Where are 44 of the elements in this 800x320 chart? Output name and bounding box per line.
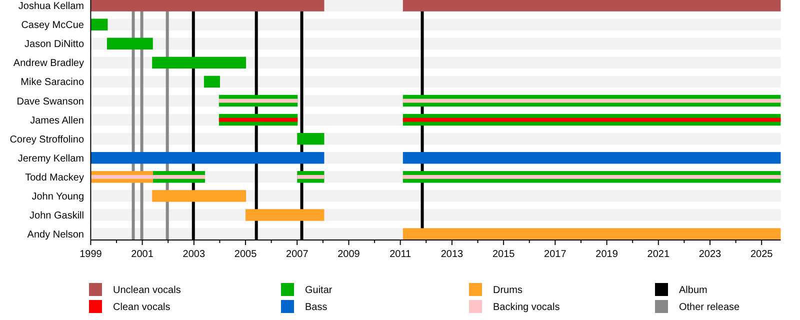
legend-label: Bass bbox=[305, 302, 328, 313]
x-tick-label: 2023 bbox=[698, 249, 722, 260]
y-tick-label: Joshua Kellam bbox=[18, 1, 84, 12]
bar bbox=[106, 38, 153, 50]
y-tick-label: Dave Swanson bbox=[16, 96, 84, 108]
x-tick-label: 2007 bbox=[286, 249, 309, 260]
bar bbox=[152, 190, 246, 202]
bar bbox=[90, 174, 206, 179]
y-tick-label: John Gaskill bbox=[30, 210, 84, 222]
y-tick-label: James Allen bbox=[30, 115, 84, 126]
legend-label: Backing vocals bbox=[493, 302, 560, 313]
x-tick-label: 1999 bbox=[80, 249, 102, 260]
legend-label: Clean vocals bbox=[113, 302, 170, 313]
y-tick-label: Jeremy Kellam bbox=[18, 153, 84, 164]
x-tick-label: 2021 bbox=[647, 249, 670, 260]
x-tick-label: 2017 bbox=[544, 249, 567, 260]
bar bbox=[152, 56, 246, 69]
legend-label: Other release bbox=[679, 302, 740, 313]
y-tick-label: Andy Nelson bbox=[27, 230, 84, 241]
y-tick-label: Casey McCue bbox=[21, 20, 84, 32]
x-tick-label: 2015 bbox=[492, 249, 516, 260]
x-tick-label: 2019 bbox=[596, 249, 618, 260]
y-tick-label: Jason DiNitto bbox=[24, 39, 84, 50]
y-tick-label: Todd Mackey bbox=[25, 172, 84, 184]
x-tick-label: 2001 bbox=[131, 249, 154, 260]
bar bbox=[246, 209, 324, 221]
legend-label: Album bbox=[679, 285, 708, 296]
bar bbox=[90, 18, 108, 30]
y-tick-label: Mike Saracino bbox=[20, 77, 84, 88]
bar bbox=[297, 132, 324, 145]
bar bbox=[297, 174, 324, 179]
legend-label: Guitar bbox=[305, 285, 333, 296]
bar bbox=[204, 76, 220, 88]
legend-label: Drums bbox=[493, 285, 522, 296]
x-tick-label: 2009 bbox=[338, 249, 360, 260]
y-tick-label: Andrew Bradley bbox=[13, 58, 84, 70]
x-tick-label: 2011 bbox=[390, 249, 412, 260]
x-tick-label: 2025 bbox=[750, 249, 774, 260]
x-tick-label: 2005 bbox=[234, 249, 258, 260]
x-tick-label: 2013 bbox=[440, 249, 464, 260]
y-tick-label: John Young bbox=[32, 191, 84, 202]
x-tick-label: 2003 bbox=[182, 249, 206, 260]
legend-label: Unclean vocals bbox=[113, 285, 181, 296]
y-tick-label: Corey Stroffolino bbox=[10, 134, 84, 146]
